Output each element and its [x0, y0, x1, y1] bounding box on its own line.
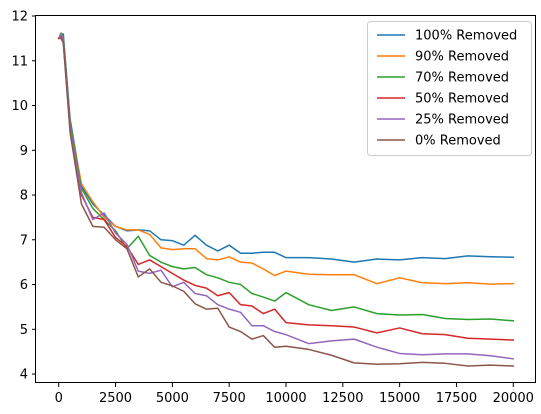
y-tick-label: 6 [20, 278, 28, 293]
x-tick-label: 0 [55, 391, 63, 406]
legend-label: 0% Removed [415, 134, 501, 149]
y-tick-label: 9 [20, 144, 28, 159]
y-axis: 4 5 6 7 8 9 10 11 12 [11, 10, 36, 383]
x-tick-label: 12500 [322, 391, 363, 406]
y-tick-label: 8 [20, 189, 28, 204]
y-tick-label: 10 [11, 99, 28, 114]
series-line-4 [57, 33, 515, 360]
legend-label: 25% Removed [415, 113, 509, 128]
series-line-5 [57, 37, 515, 367]
series-line-2 [57, 32, 515, 322]
x-tick-label: 20000 [493, 391, 534, 406]
legend: 100% Removed 90% Removed 70% Removed 50% Re… [367, 21, 532, 156]
y-tick-label: 4 [20, 368, 28, 383]
legend-label: 100% Removed [415, 29, 517, 44]
x-tick-label: 5000 [156, 391, 189, 406]
y-tick-label: 5 [20, 323, 28, 338]
x-tick-label: 10000 [265, 391, 306, 406]
legend-label: 50% Removed [415, 92, 509, 107]
x-tick-label: 2500 [99, 391, 132, 406]
y-tick-label: 12 [11, 10, 28, 25]
x-tick-label: 7500 [213, 391, 246, 406]
y-tick-label: 11 [11, 54, 28, 69]
x-axis: 0 2500 5000 7500 10000 12500 15000 17500 20000 [55, 383, 534, 406]
plot-lines [57, 32, 515, 367]
legend-box [367, 21, 532, 156]
plot-frame [35, 15, 536, 383]
y-tick-label: 7 [20, 233, 28, 248]
x-tick-label: 15000 [379, 391, 420, 406]
legend-label: 70% Removed [415, 71, 509, 86]
x-tick-label: 17500 [436, 391, 477, 406]
legend-label: 90% Removed [415, 50, 509, 65]
series-line-1 [57, 35, 515, 285]
